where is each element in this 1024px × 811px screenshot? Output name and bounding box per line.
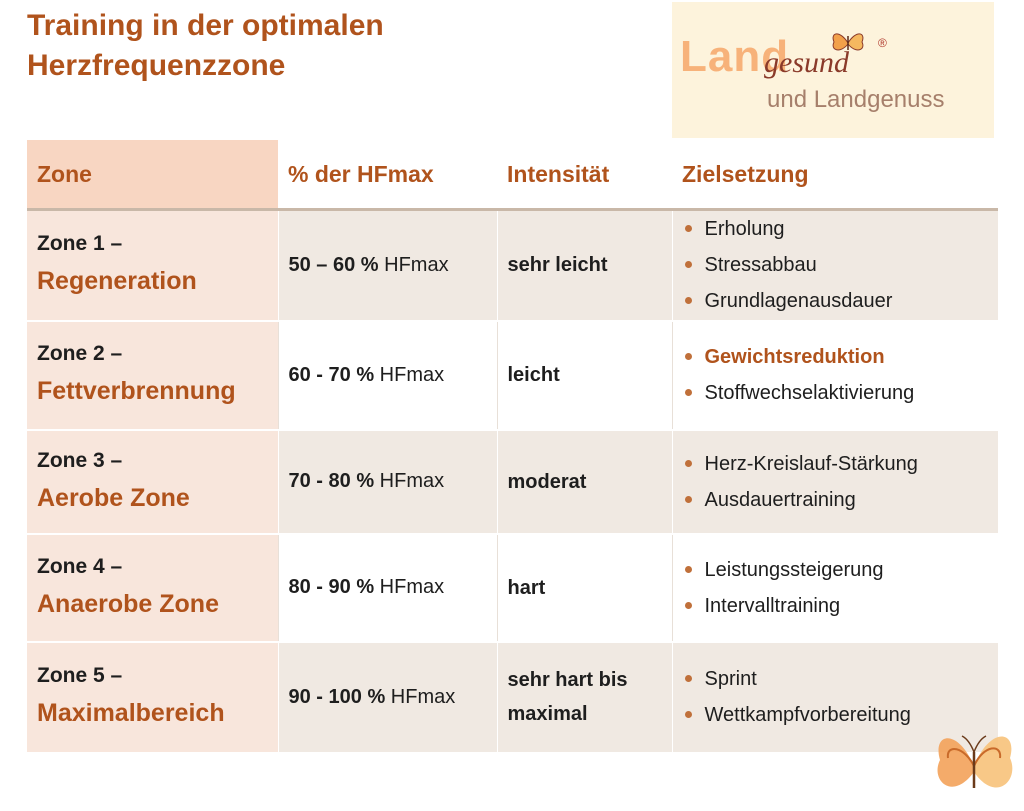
zone-name: Anaerobe Zone bbox=[37, 589, 219, 618]
table-row: Zone 4 – Anaerobe Zone 80 - 90 % HFmax h… bbox=[27, 532, 999, 642]
zone-number: Zone 4 – bbox=[37, 554, 123, 578]
header-intensity: Intensität bbox=[497, 140, 672, 210]
table-row: Zone 5 – Maximalbereich 90 - 100 % HFmax… bbox=[27, 640, 999, 752]
percent-unit: HFmax bbox=[379, 470, 445, 492]
butterfly-icon bbox=[937, 735, 1013, 788]
table-row: Zone 3 – Aerobe Zone 70 - 80 % HFmax mod… bbox=[27, 428, 999, 534]
goals-cell: Gewichtsreduktion Stoffwechselaktivierun… bbox=[671, 319, 999, 430]
logo: Land gesund ® und Landgenuss bbox=[672, 2, 994, 138]
intensity-cell: sehr hart bis maximal bbox=[496, 640, 672, 752]
goal-item: Intervalltraining bbox=[684, 588, 999, 624]
percent-unit: HFmax bbox=[379, 363, 445, 386]
percent-cell: 70 - 80 % HFmax bbox=[277, 428, 497, 534]
zone-name: Maximalbereich bbox=[37, 699, 225, 727]
goals-list: Leistungssteigerung Intervalltraining bbox=[683, 552, 999, 624]
intensity-label: leicht bbox=[507, 364, 560, 386]
percent-unit: HFmax bbox=[390, 685, 456, 708]
logo-gesund-text: gesund bbox=[764, 46, 849, 79]
header-goals: Zielsetzung bbox=[672, 140, 998, 210]
goal-item: Grundlagenausdauer bbox=[684, 283, 999, 319]
intensity-cell: leicht bbox=[496, 319, 672, 430]
intensity-cell: hart bbox=[496, 532, 672, 642]
goal-item: Stressabbau bbox=[684, 247, 999, 283]
goals-list: Herz-Kreislauf-Stärkung Ausdauertraining bbox=[683, 446, 999, 518]
zone-cell: Zone 3 – Aerobe Zone bbox=[27, 428, 278, 534]
heart-rate-zone-table: Zone % der HFmax Intensität Zielsetzung … bbox=[27, 140, 998, 752]
table-header-row: Zone % der HFmax Intensität Zielsetzung bbox=[27, 140, 998, 210]
percent-range: 90 - 100 % bbox=[288, 685, 386, 708]
logo-subtitle: und Landgenuss bbox=[767, 86, 945, 113]
goal-item: Stoffwechselaktivierung bbox=[684, 375, 999, 411]
goals-list: Gewichtsreduktion Stoffwechselaktivierun… bbox=[683, 339, 999, 411]
percent-range: 60 - 70 % bbox=[288, 363, 375, 386]
zone-number: Zone 5 – bbox=[37, 664, 123, 687]
goals-cell: Herz-Kreislauf-Stärkung Ausdauertraining bbox=[671, 428, 999, 534]
zone-name: Fettverbrennung bbox=[37, 377, 236, 405]
percent-cell: 50 – 60 % HFmax bbox=[277, 208, 497, 321]
zone-cell: Zone 1 – Regeneration bbox=[27, 208, 278, 321]
header-zone: Zone bbox=[27, 140, 278, 210]
zone-cell: Zone 4 – Anaerobe Zone bbox=[27, 532, 278, 642]
zone-name: Regeneration bbox=[37, 267, 197, 296]
title-line-2: Herzfrequenzzone bbox=[27, 49, 286, 82]
goal-item: Wettkampfvorbereitung bbox=[684, 697, 999, 733]
zone-cell: Zone 2 – Fettverbrennung bbox=[27, 319, 278, 430]
page-title: Training in der optimalen Herzfrequenzzo… bbox=[27, 6, 384, 86]
goals-list: Sprint Wettkampfvorbereitung bbox=[683, 661, 999, 733]
table-row: Zone 2 – Fettverbrennung 60 - 70 % HFmax… bbox=[27, 319, 999, 430]
goal-item: Sprint bbox=[684, 661, 999, 697]
intensity-label: sehr hart bis maximal bbox=[507, 669, 628, 725]
goals-cell: Erholung Stressabbau Grundlagenausdauer bbox=[671, 208, 999, 321]
percent-cell: 80 - 90 % HFmax bbox=[277, 532, 497, 642]
logo-land-text: Land bbox=[680, 32, 790, 81]
table-row: Zone 1 – Regeneration 50 – 60 % HFmax se… bbox=[27, 208, 999, 321]
zone-name: Aerobe Zone bbox=[37, 483, 190, 512]
intensity-label: sehr leicht bbox=[507, 254, 608, 277]
percent-cell: 60 - 70 % HFmax bbox=[277, 319, 497, 430]
header-percent-hfmax: % der HFmax bbox=[278, 140, 497, 210]
percent-unit: HFmax bbox=[384, 253, 449, 276]
goals-cell: Leistungssteigerung Intervalltraining bbox=[671, 532, 999, 642]
logo-butterfly-icon bbox=[832, 33, 864, 51]
zone-number: Zone 2 – bbox=[37, 342, 123, 365]
intensity-cell: moderat bbox=[496, 428, 672, 534]
goal-item-highlighted: Gewichtsreduktion bbox=[684, 339, 999, 375]
zone-number: Zone 3 – bbox=[37, 448, 123, 472]
percent-cell: 90 - 100 % HFmax bbox=[277, 640, 497, 752]
zone-cell: Zone 5 – Maximalbereich bbox=[27, 640, 278, 752]
title-line-1: Training in der optimalen bbox=[27, 9, 384, 42]
intensity-cell: sehr leicht bbox=[496, 208, 672, 321]
goals-list: Erholung Stressabbau Grundlagenausdauer bbox=[683, 211, 999, 319]
goals-cell: Sprint Wettkampfvorbereitung bbox=[671, 640, 999, 752]
goal-item: Herz-Kreislauf-Stärkung bbox=[684, 446, 999, 482]
percent-range: 50 – 60 % bbox=[288, 253, 379, 276]
goal-item: Ausdauertraining bbox=[684, 482, 999, 518]
logo-registered-mark: ® bbox=[878, 36, 887, 50]
zone-number: Zone 1 – bbox=[37, 232, 123, 256]
goal-item: Leistungssteigerung bbox=[684, 552, 999, 588]
intensity-label: hart bbox=[507, 576, 546, 599]
percent-range: 70 - 80 % bbox=[288, 470, 375, 492]
intensity-label: moderat bbox=[507, 470, 587, 493]
percent-unit: HFmax bbox=[379, 576, 445, 598]
percent-range: 80 - 90 % bbox=[288, 576, 375, 598]
goal-item: Erholung bbox=[684, 211, 999, 247]
